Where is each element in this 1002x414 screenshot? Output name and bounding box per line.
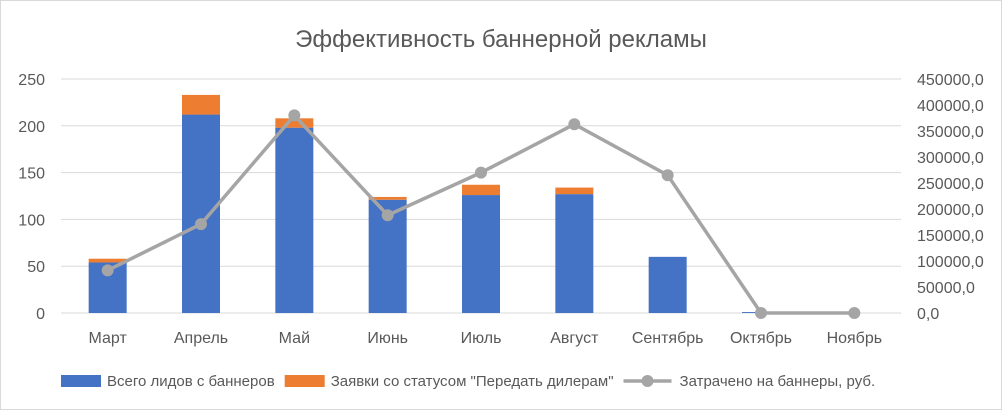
right-tick-label: 100000,0 — [917, 254, 984, 271]
right-tick-label: 350000,0 — [917, 124, 984, 141]
right-tick-label: 250000,0 — [917, 176, 984, 193]
bar-segment — [555, 194, 594, 313]
right-tick-label: 0,0 — [917, 306, 939, 323]
line-point — [475, 166, 487, 179]
category-label: Апрель — [174, 330, 228, 347]
bar-segment — [182, 114, 220, 314]
bar-segment — [368, 196, 407, 200]
category-label: Май — [279, 330, 310, 347]
category-label: Сентябрь — [632, 330, 704, 347]
chart-title: Эффективность баннерной рекламы — [295, 26, 707, 53]
bar-segment — [275, 118, 314, 128]
legend: Всего лидов с баннеров Заявки со статусом… — [61, 373, 875, 390]
bar-series — [88, 94, 780, 314]
line-point — [661, 169, 674, 182]
line-point — [195, 218, 207, 231]
right-tick-label: 400000,0 — [917, 98, 984, 115]
bar-segment — [88, 258, 127, 263]
left-tick-label: 50 — [27, 259, 45, 276]
legend-swatch — [284, 375, 325, 387]
bar-segment — [182, 94, 220, 115]
line-point — [381, 209, 394, 222]
category-label: Март — [89, 330, 128, 347]
legend-marker — [641, 375, 654, 387]
category-label: Июль — [461, 330, 502, 347]
line-point — [101, 264, 114, 277]
left-tick-label: 250 — [18, 72, 45, 89]
right-tick-label: 50000,0 — [917, 280, 975, 297]
left-tick-label: 0 — [36, 306, 45, 323]
legend-swatch — [61, 375, 101, 387]
bar-segment — [462, 184, 500, 196]
line-point — [288, 109, 301, 122]
bar-segment — [555, 187, 594, 195]
line-series — [101, 109, 861, 319]
right-tick-label: 200000,0 — [917, 202, 984, 219]
right-tick-label: 300000,0 — [917, 150, 984, 167]
right-tick-label: 150000,0 — [917, 228, 984, 245]
category-label: Ноябрь — [827, 330, 883, 347]
left-tick-label: 100 — [18, 212, 45, 229]
left-tick-label: 150 — [18, 166, 45, 183]
bar-segment — [648, 256, 687, 313]
left-axis: 0 50 100 150 200 250 — [18, 72, 45, 323]
bar-segment — [275, 127, 314, 313]
bar-segment — [462, 195, 500, 313]
line-point — [568, 118, 581, 131]
left-tick-label: 200 — [18, 119, 45, 136]
legend-label: Затрачено на баннеры, руб. — [680, 373, 876, 390]
category-label: Июнь — [367, 330, 408, 347]
category-label: Август — [550, 330, 599, 347]
legend-label: Всего лидов с баннеров — [107, 373, 275, 390]
line-point — [848, 307, 861, 319]
line-point — [755, 307, 767, 319]
legend-label: Заявки со статусом "Передать дилерам" — [331, 373, 614, 390]
category-label: Октябрь — [730, 330, 792, 347]
x-axis: Март Апрель Май Июнь Июль Август Сентябрь Октяб… — [89, 330, 883, 347]
right-axis: 0,0 50000,0 100000,0 150000,0 200000,0 250000… — [917, 72, 984, 323]
right-tick-label: 450000,0 — [917, 72, 984, 89]
